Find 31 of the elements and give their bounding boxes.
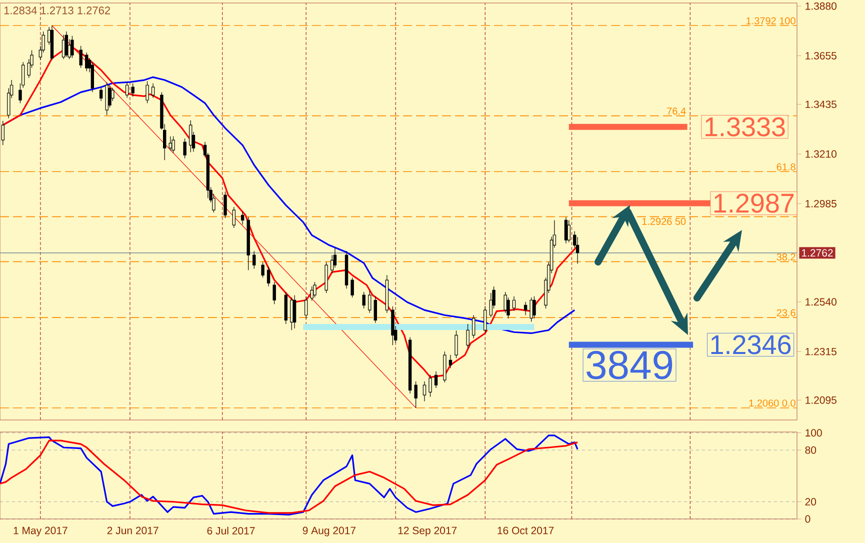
y-tick-label: 1.3435 [806, 100, 836, 108]
annotation: 1.2346 [711, 335, 791, 354]
x-tick-label: 16 Oct 2017 [498, 526, 554, 534]
y-tick-label: 100 [806, 429, 822, 437]
x-tick-label: 6 Jul 2017 [207, 526, 255, 535]
x-tick-label: 2 Jun 2017 [107, 526, 158, 534]
y-tick-label: 1.2985 [806, 200, 836, 208]
annotation: 1.2834 1.2713 1.2762 [4, 6, 110, 14]
ref-line-label: 1.2762 [802, 249, 833, 257]
y-tick-label: 0 [805, 515, 810, 523]
y-tick-label: 80 [805, 446, 816, 454]
annotation: 1.2060 0.0 [749, 400, 796, 407]
annotation: 3849 [586, 350, 672, 380]
annotation: 1.2987 [714, 194, 794, 213]
annotation: 1.2926 50 [642, 218, 686, 225]
x-tick-label: 9 Aug 2017 [302, 526, 356, 536]
annotation: 1.3333 [706, 117, 785, 136]
y-tick-label: 1.3655 [806, 52, 836, 60]
y-tick-label: 1.2315 [806, 348, 836, 356]
annotation: 38.2 [776, 253, 796, 261]
y-tick-label: 1.3880 [806, 2, 836, 10]
annotation: 23.6 [776, 309, 796, 316]
annotation: 1.3792 100 [746, 17, 796, 24]
x-tick-label: 12 Sep 2017 [398, 526, 457, 536]
x-tick-label: 1 May 2017 [14, 526, 68, 536]
y-tick-label: 1.3210 [806, 150, 836, 158]
y-tick-label: 1.2095 [806, 396, 836, 404]
y-tick-label: 1.2540 [806, 298, 836, 306]
y-tick-label: 20 [805, 498, 816, 506]
annotation: 76.4 [667, 108, 686, 115]
annotation: 61.8 [776, 163, 796, 170]
